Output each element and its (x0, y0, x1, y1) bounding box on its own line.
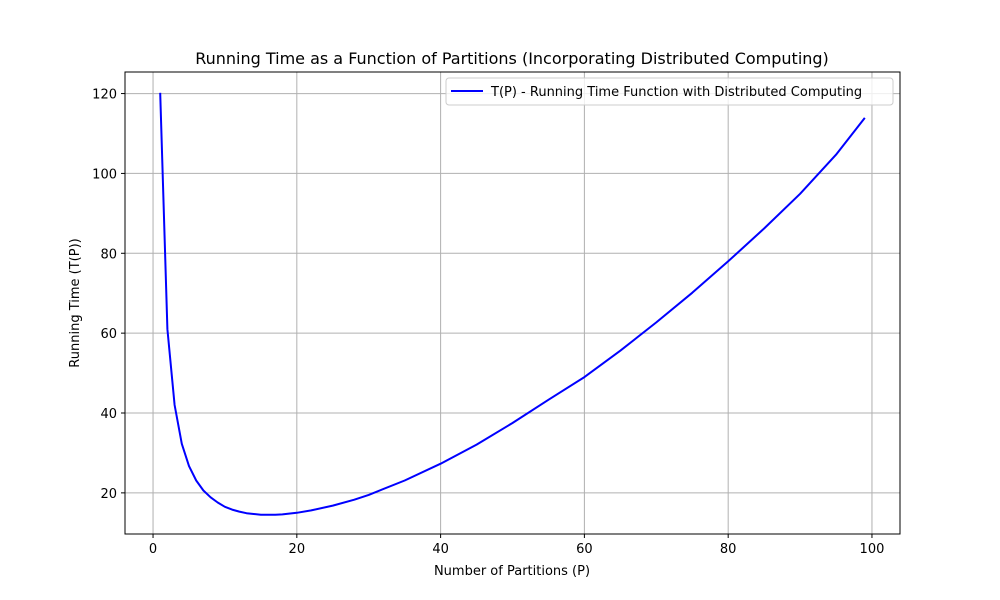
chart-title: Running Time as a Function of Partitions… (195, 49, 829, 68)
legend-box (445, 77, 894, 106)
legend: T(P) - Running Time Function with Distri… (445, 77, 894, 106)
x-tick-label: 100 (860, 542, 885, 557)
y-axis-ticks: 20 40 60 80 100 120 (92, 88, 125, 502)
y-axis-label: Running Time (T(P)) (68, 238, 83, 367)
legend-label: T(P) - Running Time Function with Distri… (490, 85, 862, 100)
series-layer (159, 92, 866, 516)
x-axis-ticks: 0 20 40 60 80 100 (149, 534, 884, 557)
y-tick-label: 80 (100, 247, 117, 262)
y-tick-label: 120 (92, 88, 117, 103)
y-tick-label: 40 (100, 407, 117, 422)
series-line (159, 92, 866, 516)
y-tick-label: 100 (92, 167, 117, 182)
y-tick-label: 20 (100, 487, 117, 502)
x-tick-label: 80 (720, 542, 737, 557)
x-tick-label: 0 (149, 542, 157, 557)
x-tick-label: 60 (576, 542, 593, 557)
grid-lines (125, 72, 900, 534)
x-axis-label: Number of Partitions (P) (434, 564, 590, 579)
x-tick-label: 40 (432, 542, 449, 557)
x-tick-label: 20 (289, 542, 306, 557)
plot-area-frame (124, 71, 901, 535)
y-tick-label: 60 (100, 327, 117, 342)
